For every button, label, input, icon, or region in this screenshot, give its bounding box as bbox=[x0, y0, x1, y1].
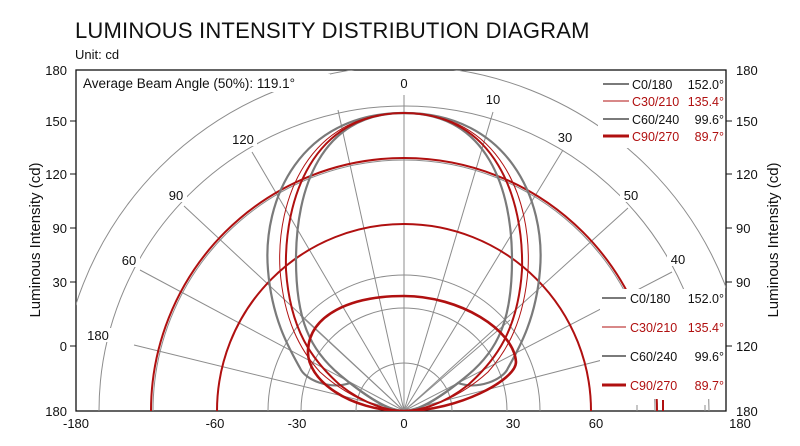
legend-value: 135.4° bbox=[688, 95, 724, 109]
legend-label: C90/270 bbox=[632, 130, 679, 144]
unit-label: Unit: cd bbox=[75, 47, 120, 62]
y-axis-label-right: Luminous Intensity (cd) bbox=[765, 162, 782, 317]
beam-angle-annotation: Average Beam Angle (50%): 119.1° bbox=[83, 76, 295, 91]
left-axis: 180 150 120 90 30 0 180 Luminous Intensi… bbox=[27, 63, 76, 419]
right-tick: 150 bbox=[736, 114, 758, 129]
angle-label: 40 bbox=[671, 252, 685, 267]
bottom-tick: 30 bbox=[506, 416, 520, 431]
angle-label: 90 bbox=[169, 188, 183, 203]
legend-label: C60/240 bbox=[630, 350, 677, 364]
bottom-axis: -180 -60 -30 0 30 60 180 bbox=[63, 416, 751, 431]
curve-c90-270 bbox=[284, 111, 524, 411]
angle-label: 50 bbox=[624, 188, 638, 203]
legend-top: C0/180 152.0° C30/210 135.4° C60/240 99.… bbox=[598, 72, 725, 148]
angle-label: 120 bbox=[232, 132, 254, 147]
left-tick: 180 bbox=[45, 404, 67, 419]
legend-value: 99.6° bbox=[695, 350, 724, 364]
legend-label: C90/270 bbox=[630, 379, 677, 393]
bottom-tick: -30 bbox=[288, 416, 307, 431]
legend-label: C30/210 bbox=[630, 321, 677, 335]
legend-value: 152.0° bbox=[688, 78, 724, 92]
curve-c0-180 bbox=[266, 111, 542, 411]
legend-label: C30/210 bbox=[632, 95, 679, 109]
left-tick: 30 bbox=[53, 275, 67, 290]
angle-label: 30 bbox=[558, 130, 572, 145]
left-tick: 0 bbox=[60, 339, 67, 354]
chart-title: LUMINOUS INTENSITY DISTRIBUTION DIAGRAM bbox=[75, 18, 590, 43]
legend-value: 152.0° bbox=[688, 292, 724, 306]
right-tick: 180 bbox=[736, 404, 758, 419]
angle-label: 60 bbox=[122, 253, 136, 268]
legend-bottom: C0/180 152.0° C30/210 135.4° C60/240 99.… bbox=[600, 289, 724, 399]
right-tick: 120 bbox=[736, 167, 758, 182]
right-tick: 90 bbox=[736, 221, 750, 236]
right-tick: 90 bbox=[736, 275, 750, 290]
legend-value: 89.7° bbox=[695, 130, 724, 144]
left-tick: 150 bbox=[45, 114, 67, 129]
angle-label: 10 bbox=[486, 92, 500, 107]
y-axis-label-left: Luminous Intensity (cd) bbox=[27, 162, 44, 317]
bottom-tick: -60 bbox=[206, 416, 225, 431]
left-tick: 180 bbox=[45, 63, 67, 78]
legend-label: C60/240 bbox=[632, 113, 679, 127]
curve-c30-210 bbox=[279, 112, 529, 411]
polar-grid bbox=[76, 70, 726, 411]
angle-labels: 0 10 30 50 40 120 90 60 180 bbox=[84, 76, 689, 343]
legend-value: 135.4° bbox=[688, 321, 724, 335]
legend-label: C0/180 bbox=[632, 78, 672, 92]
left-tick: 90 bbox=[53, 221, 67, 236]
bottom-tick: -180 bbox=[63, 416, 89, 431]
angle-label: 180 bbox=[87, 328, 109, 343]
right-tick: 180 bbox=[736, 63, 758, 78]
bottom-tick: 180 bbox=[729, 416, 751, 431]
legend-value: 89.7° bbox=[695, 379, 724, 393]
bottom-tick: 0 bbox=[400, 416, 407, 431]
curve-c60-240 bbox=[294, 111, 514, 411]
angle-label: 0 bbox=[400, 76, 407, 91]
left-tick: 120 bbox=[45, 167, 67, 182]
legend-label: C0/180 bbox=[630, 292, 670, 306]
right-axis: 180 150 120 90 90 120 180 Luminous Inten… bbox=[726, 63, 782, 419]
legend-value: 99.6° bbox=[695, 113, 724, 127]
bottom-tick: 60 bbox=[589, 416, 603, 431]
curve-c90-inner bbox=[306, 294, 518, 411]
right-tick: 120 bbox=[736, 339, 758, 354]
